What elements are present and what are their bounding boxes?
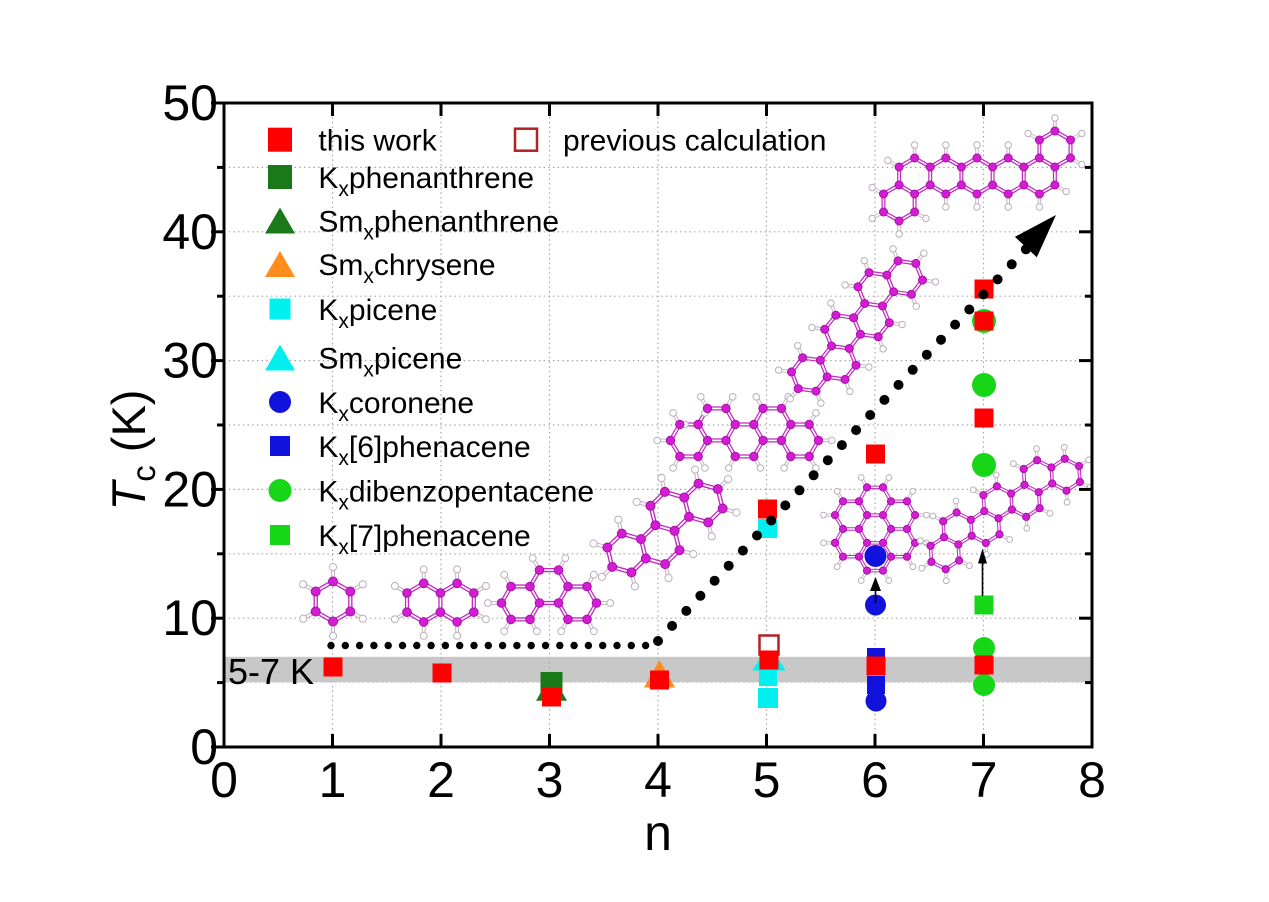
svg-text:1: 1	[319, 752, 347, 808]
svg-text:Kx[6]phenacene: Kx[6]phenacene	[318, 431, 530, 470]
svg-text:n: n	[644, 805, 672, 861]
svg-text:7: 7	[970, 752, 998, 808]
svg-text:Smxphenanthrene: Smxphenanthrene	[318, 206, 559, 245]
svg-text:Kxpicene: Kxpicene	[318, 294, 437, 333]
svg-text:5: 5	[753, 752, 781, 808]
svg-text:5-7 K: 5-7 K	[228, 651, 314, 692]
svg-text:Kxdibenzopentacene: Kxdibenzopentacene	[318, 476, 594, 515]
svg-text:6: 6	[861, 752, 889, 808]
svg-text:4: 4	[644, 752, 672, 808]
svg-text:10: 10	[162, 590, 218, 646]
svg-text:Kxcoronene: Kxcoronene	[318, 387, 474, 426]
svg-text:Smxpicene: Smxpicene	[318, 343, 462, 382]
svg-text:50: 50	[162, 75, 218, 131]
svg-text:2: 2	[427, 752, 455, 808]
svg-text:3: 3	[536, 752, 564, 808]
svg-text:40: 40	[162, 204, 218, 260]
svg-text:Tc (K): Tc (K)	[102, 390, 162, 511]
svg-text:Kxphenanthrene: Kxphenanthrene	[318, 162, 534, 201]
svg-text:Kx[7]phenacene: Kx[7]phenacene	[318, 520, 530, 559]
svg-text:0: 0	[190, 719, 218, 775]
svg-text:30: 30	[162, 333, 218, 389]
svg-text:this work: this work	[318, 125, 437, 158]
svg-text:previous calculation: previous calculation	[563, 125, 826, 158]
svg-text:20: 20	[162, 461, 218, 517]
svg-text:Smxchrysene: Smxchrysene	[318, 249, 495, 288]
svg-text:0: 0	[210, 752, 238, 808]
svg-text:8: 8	[1078, 752, 1106, 808]
